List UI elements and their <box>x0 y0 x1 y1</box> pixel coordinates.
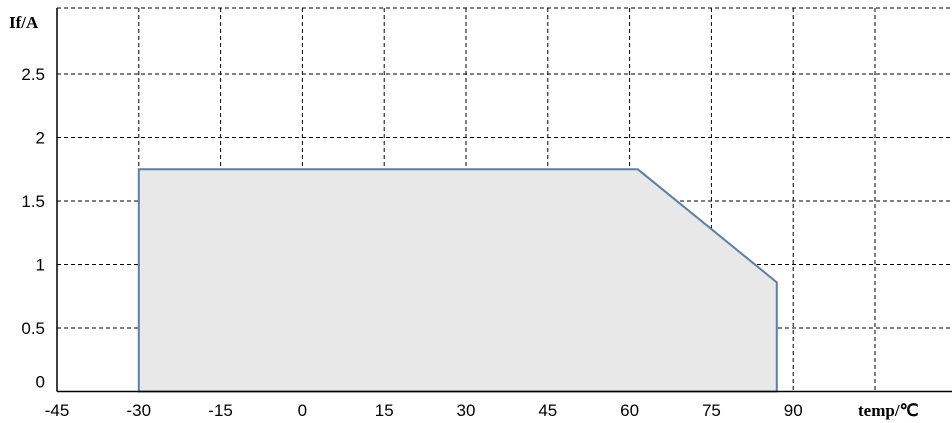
y-axis-title: If/A <box>9 13 39 32</box>
y-tick-label: 1 <box>36 256 45 275</box>
y-tick-label: 2 <box>36 129 45 148</box>
axes <box>56 8 952 393</box>
x-tick-label: 30 <box>457 401 476 420</box>
x-tick-label: -15 <box>208 401 233 420</box>
y-tick-label: 0.5 <box>21 319 45 338</box>
x-axis-title: temp/℃ <box>858 401 919 420</box>
y-tick-label: 1.5 <box>21 192 45 211</box>
x-tick-label: -45 <box>45 401 70 420</box>
plot-area <box>137 168 778 393</box>
y-tick-label: 0 <box>36 373 45 392</box>
derating-area <box>137 168 778 393</box>
x-tick-label: 15 <box>375 401 394 420</box>
x-tick-label: 75 <box>702 401 721 420</box>
x-tick-label: 90 <box>784 401 803 420</box>
x-tick-label: -30 <box>127 401 152 420</box>
y-tick-label: 2.5 <box>21 65 45 84</box>
x-tick-label: 60 <box>620 401 639 420</box>
x-tick-label: 45 <box>538 401 557 420</box>
x-tick-label: 0 <box>298 401 307 420</box>
tick-labels: 0 0.5 1 1.5 2 2.5 -45 -30 -15 0 15 30 45 60 75 90 <box>21 65 802 420</box>
